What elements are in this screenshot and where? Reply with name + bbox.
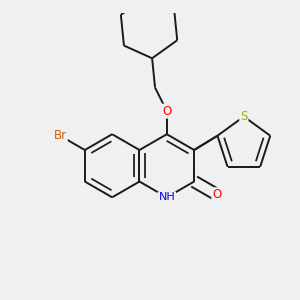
Text: O: O [162, 105, 171, 118]
Text: Br: Br [54, 129, 67, 142]
Text: NH: NH [158, 192, 175, 202]
Text: O: O [212, 188, 221, 201]
Text: S: S [240, 110, 247, 123]
